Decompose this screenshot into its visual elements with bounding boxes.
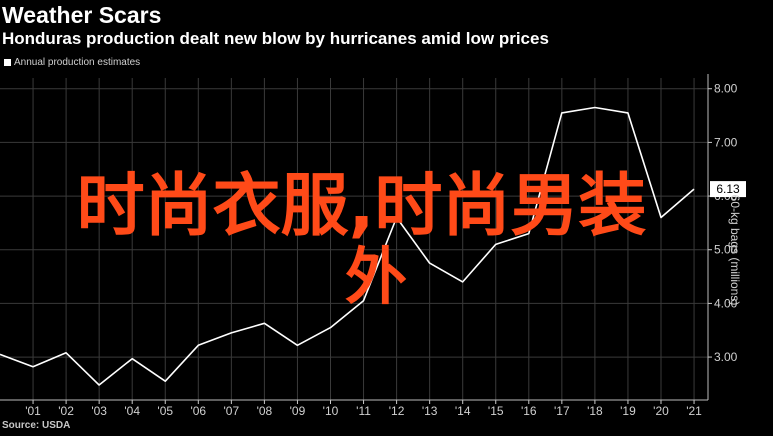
chart-subtitle: Honduras production dealt new blow by hu… — [2, 29, 549, 48]
x-tick-label: '03 — [91, 404, 107, 418]
x-tick-label: '10 — [323, 404, 339, 418]
last-value-label: 6.13 — [716, 182, 740, 196]
series-group — [0, 106, 695, 386]
x-tick-label: '07 — [224, 404, 240, 418]
y-tick-label: 7.00 — [714, 135, 738, 149]
x-tick-label: '08 — [257, 404, 273, 418]
y-tick-label: 4.00 — [714, 296, 738, 310]
x-tick-label: '14 — [455, 404, 471, 418]
x-tick-label: '01 — [25, 404, 41, 418]
y-tick-label: 5.00 — [714, 243, 738, 257]
x-tick-label: '12 — [389, 404, 405, 418]
x-tick-label: '18 — [587, 404, 603, 418]
legend: Annual production estimates — [4, 57, 140, 68]
x-tick-label: '20 — [653, 404, 669, 418]
x-tick-label: '11 — [356, 404, 371, 418]
x-tick-label: '09 — [290, 404, 306, 418]
series-line — [0, 106, 695, 386]
axes — [0, 74, 712, 404]
x-tick-label: '17 — [554, 404, 570, 418]
legend-swatch — [4, 59, 11, 66]
x-tick-label: '04 — [124, 404, 140, 418]
x-tick-label: '06 — [190, 404, 206, 418]
grid — [0, 78, 708, 400]
x-tick-label: '15 — [488, 404, 504, 418]
x-tick-label: '05 — [157, 404, 173, 418]
source-note: Source: USDA — [2, 420, 71, 431]
x-tick-label: '13 — [422, 404, 438, 418]
legend-label: Annual production estimates — [14, 57, 141, 68]
x-tick-label: '21 — [686, 404, 702, 418]
y-tick-label: 8.00 — [714, 82, 738, 96]
watermark-overlay-line2-text: 外 — [345, 240, 408, 313]
tick-labels: 3.004.005.006.007.008.00'01'02'03'04'05'… — [25, 82, 746, 418]
y-tick-label: 3.00 — [714, 350, 738, 364]
chart-title: Weather Scars — [2, 2, 162, 28]
x-tick-label: '19 — [620, 404, 636, 418]
x-tick-label: '02 — [58, 404, 74, 418]
x-tick-label: '16 — [521, 404, 537, 418]
last-value-box — [710, 181, 746, 198]
watermark-overlay-line1: 时尚衣服,时尚男装 — [76, 167, 647, 246]
